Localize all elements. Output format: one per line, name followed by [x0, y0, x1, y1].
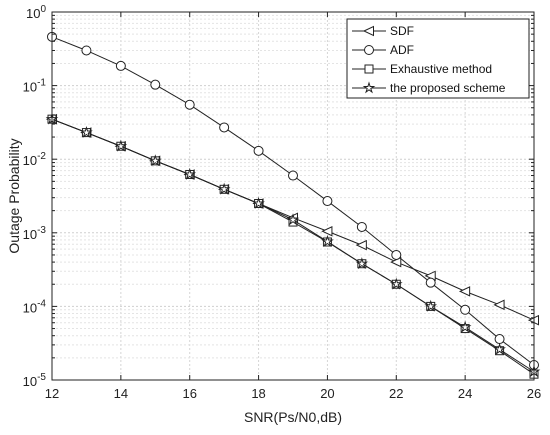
- x-tick-labels: 12 14 16 18 20 22 24 26: [45, 386, 541, 401]
- marker-star: [148, 154, 162, 167]
- marker-star: [458, 320, 472, 333]
- marker-star: [252, 196, 265, 209]
- x-tick-label: 18: [251, 386, 265, 401]
- ticks-layer: [51, 11, 535, 381]
- marker-star: [493, 342, 506, 355]
- marker-star: [389, 277, 403, 290]
- marker-circle: [115, 60, 126, 71]
- legend-item: SDF: [352, 24, 414, 38]
- y-tick-label: 10-5: [23, 372, 47, 389]
- y-axis-label: Outage Probability: [6, 138, 22, 253]
- marker-triangle-left: [362, 25, 374, 37]
- series-star: [45, 112, 541, 377]
- x-tick-label: 20: [320, 386, 334, 401]
- legend: SDF ADF Exhaustive method the proposed sche…: [346, 18, 530, 99]
- x-tick-label: 16: [182, 386, 196, 401]
- legend-box: [346, 18, 530, 99]
- marker-circle: [364, 45, 374, 55]
- marker-circle: [322, 196, 333, 207]
- marker-star: [80, 125, 93, 138]
- y-tick-labels: 100 10-1 10-2 10-3 10-4 10-5: [23, 4, 47, 389]
- marker-square: [364, 64, 374, 74]
- y-tick-label: 10-1: [23, 78, 47, 95]
- marker-triangle-left: [493, 299, 505, 311]
- x-tick-label: 12: [45, 386, 59, 401]
- series-layer: [45, 31, 541, 379]
- legend-label: the proposed scheme: [390, 81, 506, 95]
- marker-star: [114, 139, 128, 152]
- marker-circle: [425, 277, 436, 288]
- marker-circle: [253, 145, 264, 156]
- x-axis-label: SNR(Ps/N0,dB): [244, 409, 342, 425]
- series-circle: [47, 31, 539, 370]
- plot-frame: [51, 11, 535, 381]
- marker-circle: [184, 99, 195, 110]
- legend-item: the proposed scheme: [352, 81, 506, 95]
- y-tick-label: 10-4: [23, 298, 47, 315]
- legend-label: SDF: [390, 24, 414, 38]
- marker-star: [362, 81, 376, 94]
- marker-circle: [150, 79, 161, 90]
- marker-triangle-left: [321, 225, 333, 237]
- marker-star: [183, 167, 197, 180]
- marker-star: [424, 299, 438, 312]
- x-tick-label: 24: [458, 386, 472, 401]
- legend-label: ADF: [390, 43, 414, 57]
- marker-circle: [288, 170, 298, 181]
- marker-circle: [460, 304, 471, 315]
- marker-star: [286, 213, 300, 226]
- marker-star: [355, 257, 369, 270]
- marker-circle: [356, 221, 367, 232]
- marker-circle: [219, 122, 230, 133]
- y-tick-label: 10-3: [23, 225, 47, 242]
- marker-triangle-left: [458, 286, 471, 297]
- y-tick-label: 100: [26, 4, 46, 21]
- x-tick-label: 22: [389, 386, 403, 401]
- legend-label: Exhaustive method: [390, 62, 492, 76]
- x-tick-label: 14: [114, 386, 128, 401]
- x-tick-label: 26: [527, 386, 541, 401]
- marker-circle: [81, 45, 92, 56]
- marker-triangle-left: [355, 239, 367, 251]
- marker-circle: [494, 334, 505, 345]
- marker-circle: [391, 249, 402, 260]
- marker-star: [217, 182, 231, 195]
- legend-item: Exhaustive method: [352, 62, 492, 76]
- legend-item: ADF: [352, 43, 414, 57]
- marker-star: [321, 234, 334, 247]
- y-tick-label: 10-2: [23, 151, 47, 168]
